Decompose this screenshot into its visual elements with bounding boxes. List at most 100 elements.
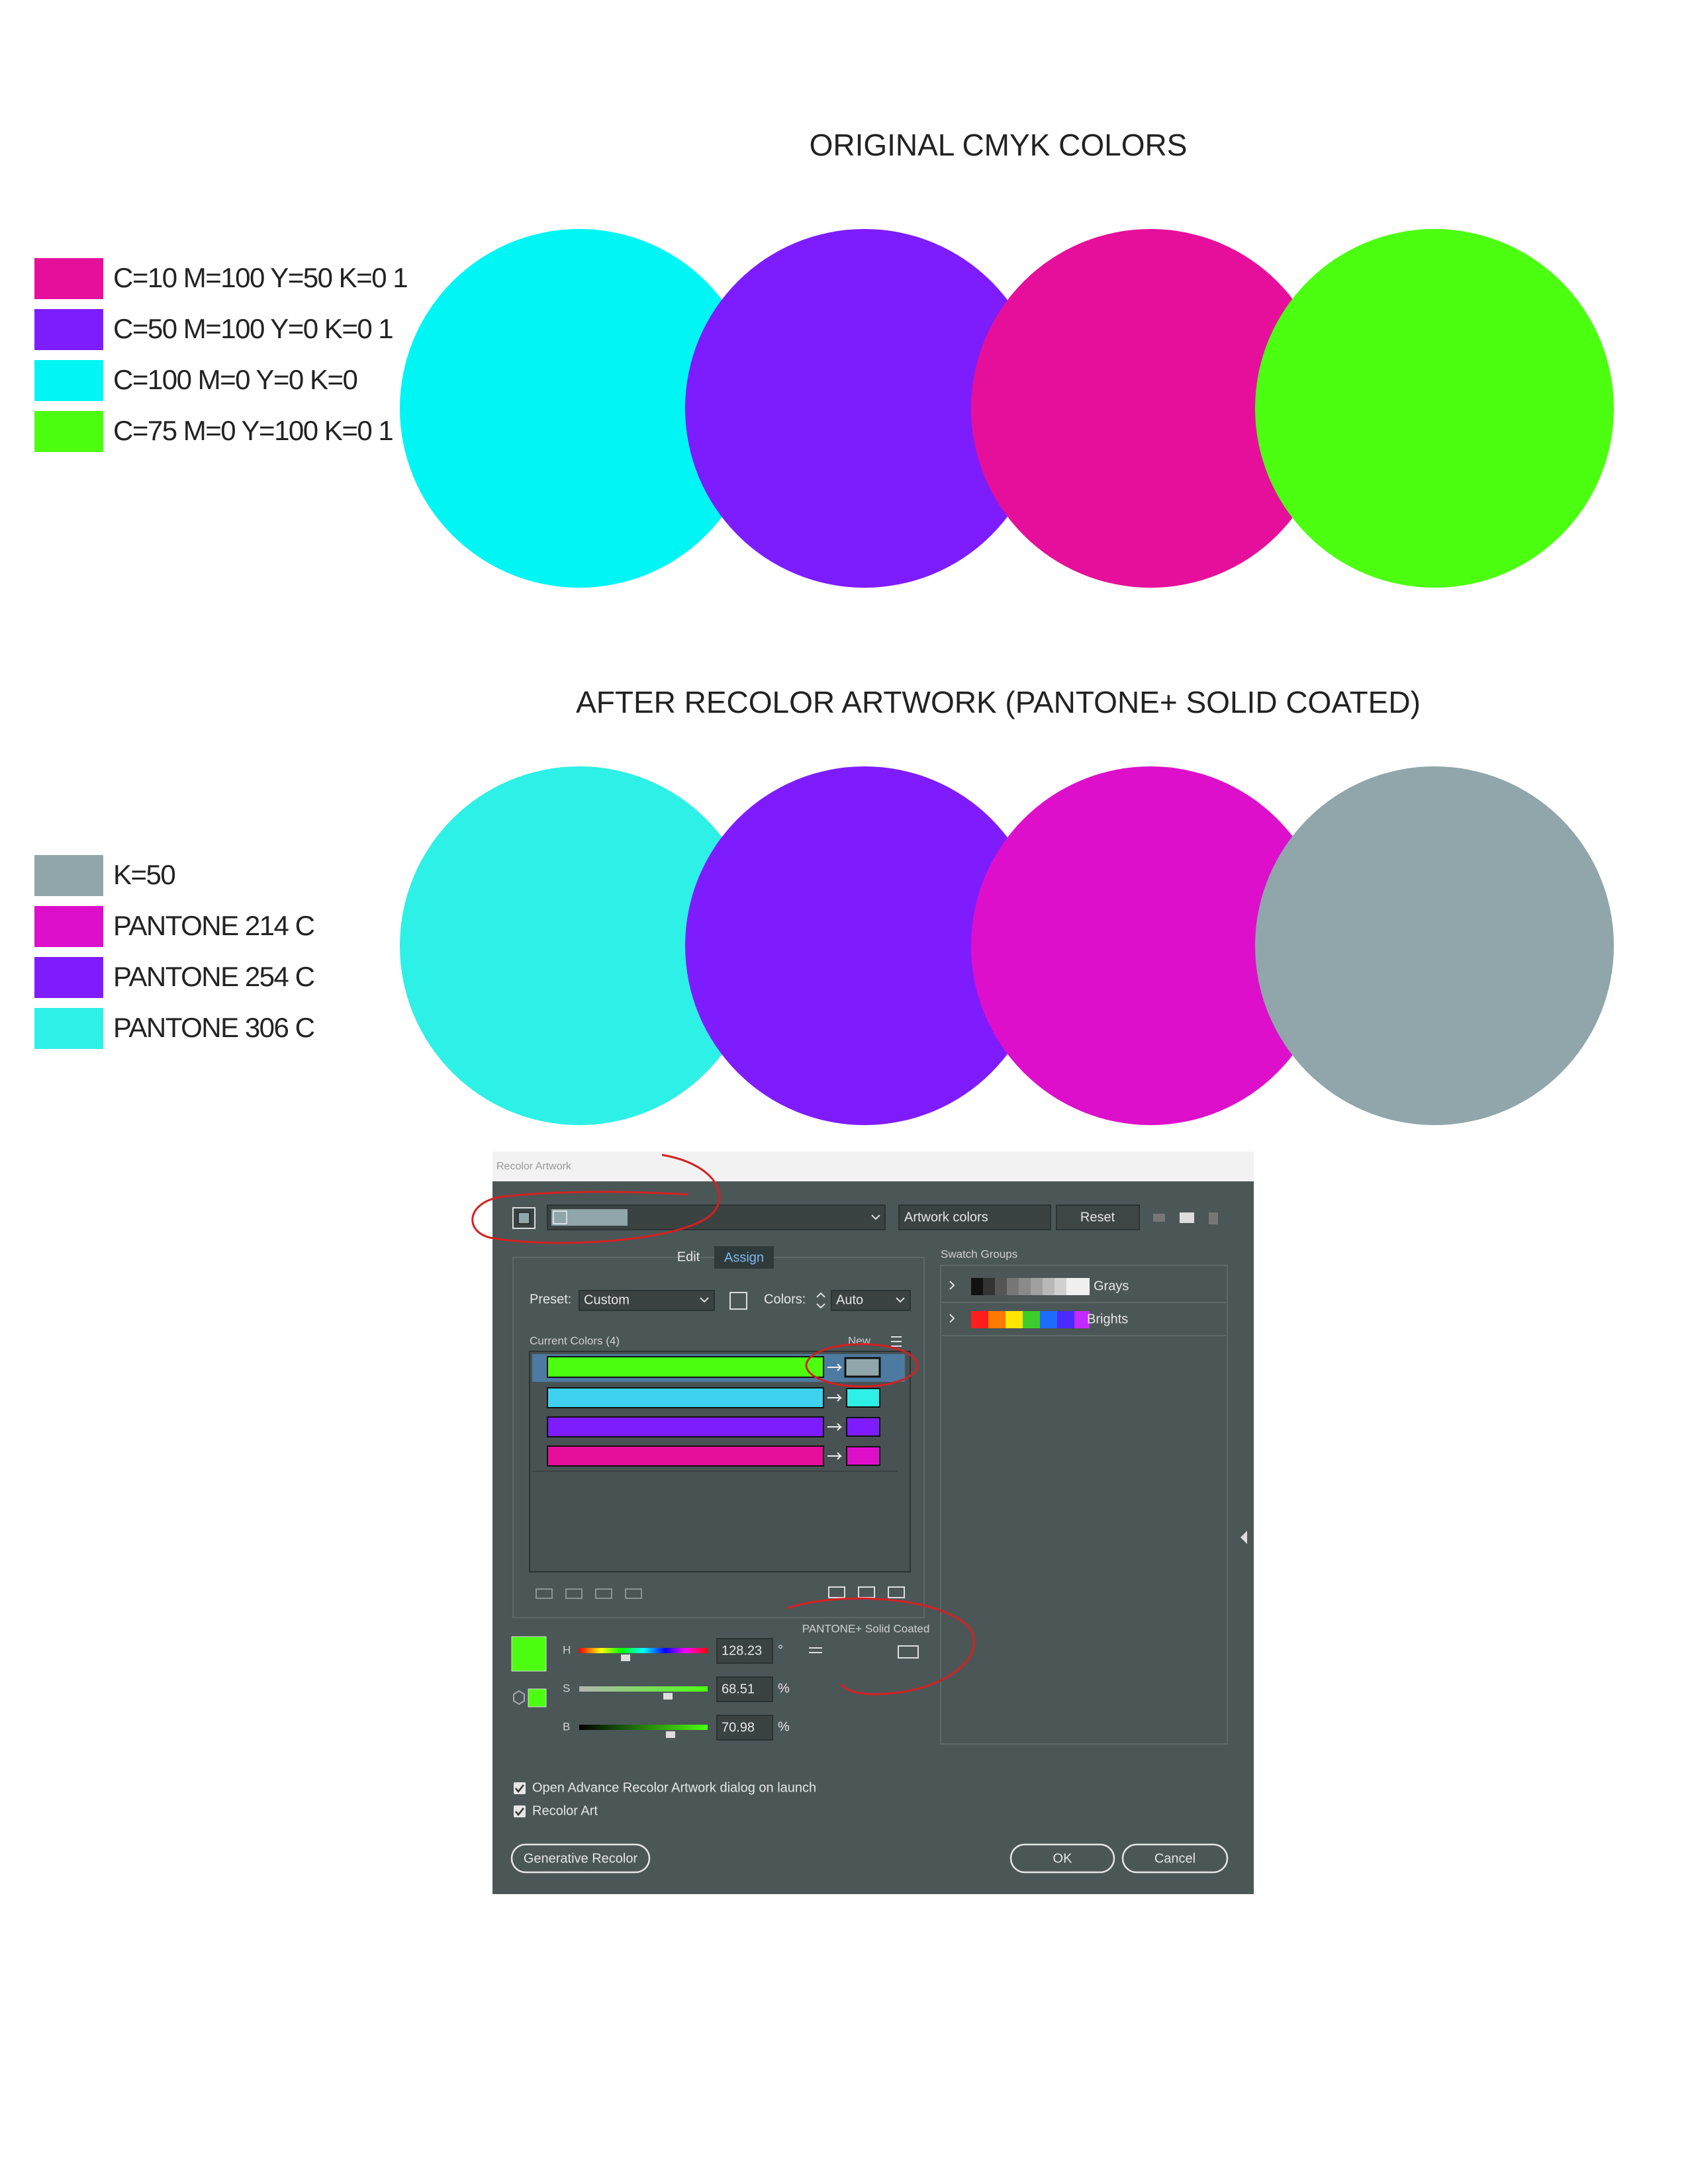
hsb-label: H [563,1643,571,1656]
legend-swatch [34,309,103,350]
folder-icon[interactable] [1180,1212,1194,1223]
legend-swatch [34,258,103,299]
new-color-swatch[interactable] [846,1446,880,1466]
hsb-unit: % [778,1719,790,1734]
saturation-slider[interactable] [579,1686,708,1692]
grays-strip [971,1278,1090,1295]
colors-dropdown[interactable] [831,1290,911,1311]
hsb-label: B [563,1720,570,1733]
reset-button[interactable] [1056,1205,1140,1230]
color-circle [400,229,759,588]
brightness-slider[interactable] [579,1725,708,1730]
current-colors-label: Current Colors (4) [530,1334,620,1347]
new-color-swatch[interactable] [846,1388,880,1408]
legend-label: C=75 M=0 Y=100 K=0 1 [113,415,393,446]
preset-dropdown[interactable] [579,1290,715,1311]
color-circle [971,766,1330,1125]
legend-swatch [34,1008,103,1049]
stepper[interactable] [816,1292,825,1309]
tab-assign-bg [714,1246,774,1269]
color-circle [1255,229,1614,588]
artwork-field-text: Artwork colors [904,1210,988,1224]
current-color-bar [547,1356,824,1378]
tab-edit[interactable]: Edit [677,1250,700,1264]
legend-swatch [34,360,103,401]
fill-swatch [511,1636,547,1672]
chevron [871,1214,880,1220]
artwork-field[interactable] [898,1205,1051,1230]
preset-options-icon[interactable] [729,1292,747,1310]
dialog-title: Recolor Artwork [496,1161,572,1172]
section-title: ORIGINAL CMYK COLORS [810,128,1188,162]
hue-slider[interactable] [579,1648,708,1653]
harmony-swatch [551,1209,628,1226]
dialog-titlebar [492,1152,1254,1181]
annotation [787,1597,975,1696]
hsb-field[interactable] [716,1676,773,1702]
hsb-value: 70.98 [722,1720,755,1735]
generative-label: Generative Recolor [524,1851,638,1866]
tab-assign[interactable]: Assign [724,1250,764,1265]
legend-label: PANTONE 254 C [113,961,314,992]
colors-label: Colors: [764,1292,806,1306]
legend-swatch [34,957,103,998]
color-circle [971,229,1330,588]
ok-label: OK [1053,1851,1073,1866]
checkbox[interactable] [514,1805,526,1817]
new-color-swatch[interactable] [844,1357,881,1378]
legend-swatch [34,411,103,452]
chevron [896,1297,905,1303]
color-circle [685,229,1044,588]
legend-label: PANTONE 214 C [113,910,314,941]
color-circle [685,766,1044,1125]
legend-label: K=50 [113,859,175,890]
menu-icon[interactable] [891,1336,902,1347]
recolor-dialog: Recolor Artwork Artwork colors Reset Edi… [471,1152,1254,1894]
hsb-field[interactable] [716,1638,773,1664]
arrow [827,1394,843,1402]
ok-button[interactable] [1009,1843,1115,1874]
arrow [827,1363,843,1371]
colors-value: Auto [836,1293,863,1307]
reset-label: Reset [1080,1210,1115,1224]
checkbox[interactable] [514,1782,526,1794]
color-circle [400,766,759,1125]
cancel-label: Cancel [1154,1851,1196,1866]
group-name: Grays [1094,1279,1129,1293]
expanders[interactable] [949,1281,955,1323]
mode-icon-inner [518,1212,530,1224]
arrow [827,1452,843,1460]
hsb-label: S [563,1682,570,1694]
checkbox-label: Recolor Art [532,1803,598,1818]
generative-button[interactable] [510,1843,651,1874]
legend-label: C=100 M=0 Y=0 K=0 [113,364,357,395]
current-color-bar [547,1445,824,1467]
legend-swatch [34,906,103,947]
section-title: AFTER RECOLOR ARTWORK (PANTONE+ SOLID CO… [576,685,1421,719]
hsb-unit: % [778,1681,790,1696]
preset-label: Preset: [530,1292,571,1306]
library-menu[interactable] [809,1647,822,1653]
library-icon[interactable] [898,1645,919,1659]
harmony-swatch-frame [553,1210,567,1224]
current-color-bar [547,1416,824,1437]
color-circle [1255,766,1614,1125]
slider-thumbs[interactable] [621,1655,675,1738]
legend-swatch [34,855,103,896]
collapse-toggle[interactable] [1241,1531,1247,1544]
save-icon[interactable] [1153,1214,1165,1222]
swatch-groups-panel [940,1265,1228,1745]
cancel-button[interactable] [1121,1843,1229,1874]
arrow [827,1423,843,1431]
trash-icon[interactable] [1209,1212,1218,1224]
new-color-swatch[interactable] [846,1417,880,1437]
chevron [700,1297,709,1303]
hsb-field[interactable] [716,1715,773,1741]
small-swatch [528,1688,547,1707]
preset-value: Custom [584,1293,630,1307]
group-name: Brights [1087,1312,1128,1326]
legend-label: PANTONE 306 C [113,1012,314,1043]
current-color-bar [547,1387,824,1408]
